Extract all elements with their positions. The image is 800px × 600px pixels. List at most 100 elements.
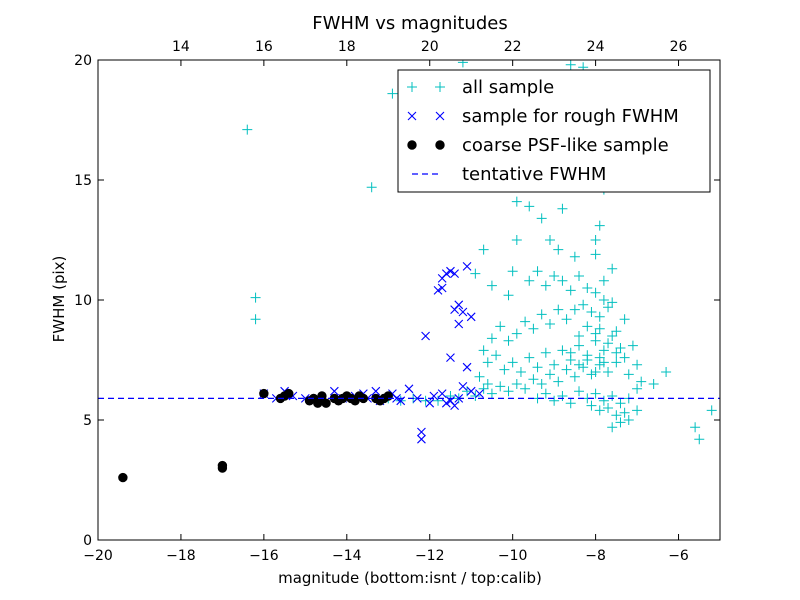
data-point xyxy=(528,323,539,334)
data-point xyxy=(250,292,261,303)
data-point xyxy=(598,345,609,356)
data-point xyxy=(615,343,626,353)
y-tick-label: 0 xyxy=(83,533,92,549)
data-point xyxy=(366,182,377,193)
data-point xyxy=(590,388,601,399)
data-point xyxy=(632,383,643,394)
data-point xyxy=(470,391,481,401)
data-point xyxy=(557,391,568,401)
data-point xyxy=(417,434,426,444)
data-point xyxy=(544,235,555,245)
data-point xyxy=(507,266,518,277)
x-tick-label: −14 xyxy=(332,548,362,564)
data-point xyxy=(499,364,510,375)
data-point xyxy=(611,410,622,421)
data-point xyxy=(259,388,269,399)
data-point xyxy=(544,369,555,380)
data-point xyxy=(619,352,630,363)
legend-swatch xyxy=(435,82,445,92)
legend: all sample sample for rough FWHM coarse PS… xyxy=(397,69,711,193)
data-point xyxy=(421,331,430,341)
data-point xyxy=(536,309,547,320)
data-point xyxy=(590,287,601,298)
data-point xyxy=(565,60,576,70)
data-point xyxy=(557,275,568,286)
data-point xyxy=(540,347,551,358)
data-point xyxy=(607,331,618,341)
data-point xyxy=(569,251,580,262)
data-point xyxy=(532,362,543,373)
series-0 xyxy=(242,60,717,445)
data-point xyxy=(632,359,643,370)
data-point xyxy=(594,311,605,322)
legend-label: tentative FWHM xyxy=(462,164,606,185)
data-point xyxy=(561,314,572,325)
legend-swatch xyxy=(435,140,445,150)
data-point xyxy=(598,295,609,305)
data-point xyxy=(528,374,539,385)
data-point xyxy=(482,379,493,389)
data-point xyxy=(615,417,626,428)
data-point xyxy=(441,398,451,408)
data-point xyxy=(590,367,601,377)
data-point xyxy=(598,395,609,406)
data-point xyxy=(466,312,476,322)
data-point xyxy=(607,391,618,401)
data-point xyxy=(450,305,460,314)
data-point xyxy=(594,405,605,416)
data-point xyxy=(412,394,422,403)
data-point xyxy=(553,244,564,255)
y-tick-label: 15 xyxy=(74,173,92,189)
data-point xyxy=(603,367,614,377)
data-point xyxy=(619,407,630,418)
data-point xyxy=(392,394,401,403)
data-point xyxy=(611,347,622,358)
data-point xyxy=(598,357,609,368)
data-point xyxy=(574,340,585,351)
data-point xyxy=(478,383,489,394)
x-tick-label: −16 xyxy=(249,548,279,564)
data-point xyxy=(553,376,564,387)
data-point xyxy=(250,314,261,325)
plot-area xyxy=(98,60,720,483)
data-point xyxy=(536,213,547,224)
plot-marks xyxy=(98,60,720,483)
data-point xyxy=(627,340,638,351)
data-point xyxy=(466,386,476,396)
data-point xyxy=(582,355,593,365)
data-point xyxy=(582,321,593,332)
data-point xyxy=(615,398,626,409)
top-x-tick-label: 22 xyxy=(504,39,522,55)
data-point xyxy=(524,275,535,286)
data-point xyxy=(450,401,460,410)
y-tick-label: 10 xyxy=(74,293,92,309)
data-point xyxy=(694,434,705,445)
data-point xyxy=(470,268,481,279)
data-point xyxy=(540,388,551,399)
data-point xyxy=(462,362,472,372)
data-point xyxy=(446,353,455,362)
data-point xyxy=(574,271,585,281)
data-point xyxy=(561,364,572,375)
legend-label: sample for rough FWHM xyxy=(462,106,679,127)
data-point xyxy=(371,386,381,396)
data-point xyxy=(450,269,460,278)
data-point xyxy=(582,283,593,293)
data-point xyxy=(454,319,464,329)
legend-entry: coarse PSF-like sample xyxy=(407,135,669,156)
data-point xyxy=(486,388,497,399)
x-axis-label: magnitude (bottom:isnt / top:calib) xyxy=(278,569,542,587)
data-point xyxy=(520,316,531,327)
data-point xyxy=(632,405,643,416)
data-point xyxy=(433,286,443,295)
data-point xyxy=(598,275,609,286)
data-point xyxy=(313,398,323,408)
data-point xyxy=(586,369,597,380)
data-point xyxy=(329,386,339,396)
data-point xyxy=(611,357,622,368)
data-point xyxy=(420,395,431,406)
data-point xyxy=(495,321,506,332)
y-tick-label: 5 xyxy=(83,413,92,429)
data-point xyxy=(607,297,618,308)
